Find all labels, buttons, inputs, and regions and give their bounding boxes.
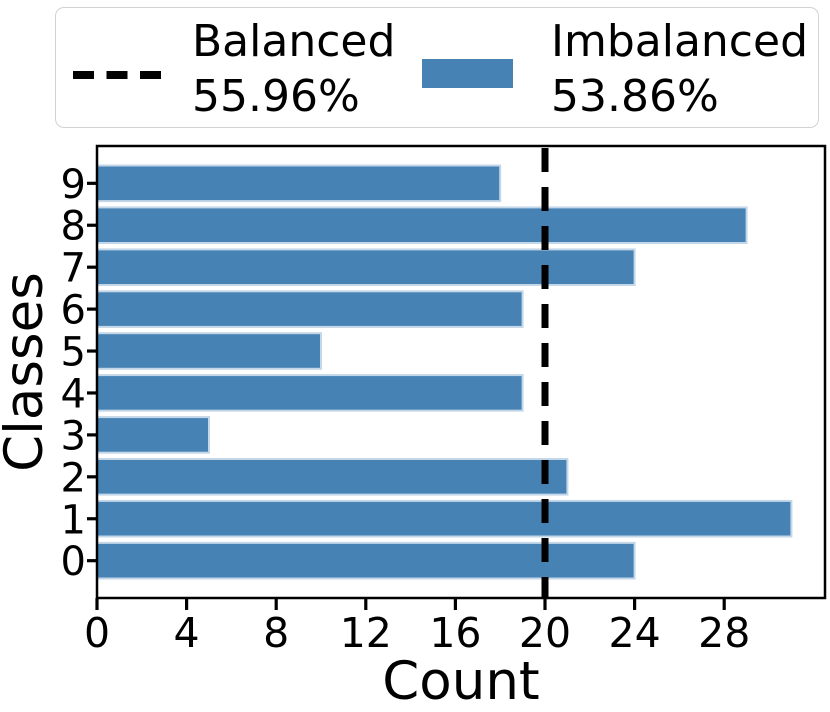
y-tick-label-0: 0 bbox=[61, 539, 86, 585]
y-tick-label-4: 4 bbox=[61, 372, 86, 418]
y-tick-label-3: 3 bbox=[61, 413, 86, 459]
legend-label-imbalanced: Imbalanced 53.86% bbox=[551, 14, 808, 124]
legend-imbalanced-percent: 53.86% bbox=[551, 71, 719, 122]
legend-label-balanced: Balanced 55.96% bbox=[192, 14, 395, 124]
dashed-line-legend-key bbox=[73, 71, 161, 79]
y-axis-label: Classes bbox=[0, 272, 55, 472]
x-tick-label-8: 8 bbox=[263, 609, 289, 657]
x-axis-label: Count bbox=[382, 651, 539, 712]
x-tick-label-20: 20 bbox=[519, 609, 571, 657]
y-tick-label-8: 8 bbox=[61, 204, 86, 250]
bar-legend-key bbox=[422, 59, 513, 88]
y-tick-label-5: 5 bbox=[61, 330, 86, 376]
legend: Balanced 55.96% Imbalanced 53.86% bbox=[55, 7, 819, 128]
bar-class-5 bbox=[96, 332, 322, 370]
x-tick-label-0: 0 bbox=[84, 609, 110, 657]
bar-class-0 bbox=[96, 541, 636, 580]
legend-balanced-percent: 55.96% bbox=[192, 71, 360, 122]
x-tick-label-16: 16 bbox=[429, 609, 481, 657]
x-tick-label-28: 28 bbox=[698, 609, 750, 657]
bar-class-2 bbox=[96, 458, 569, 496]
bar-class-4 bbox=[96, 374, 524, 412]
y-tick-label-2: 2 bbox=[61, 455, 86, 501]
bar-class-9 bbox=[96, 164, 502, 203]
bar-class-8 bbox=[96, 206, 748, 244]
y-tick-label-9: 9 bbox=[61, 162, 86, 208]
y-tick-label-7: 7 bbox=[61, 246, 86, 292]
bar-class-7 bbox=[96, 248, 636, 286]
y-tick-label-6: 6 bbox=[61, 288, 86, 334]
legend-imbalanced-name: Imbalanced bbox=[551, 16, 808, 67]
x-tick-label-24: 24 bbox=[609, 609, 661, 657]
bar-class-3 bbox=[96, 416, 210, 454]
bar-class-1 bbox=[96, 499, 793, 538]
bar-class-6 bbox=[96, 290, 524, 328]
plot-border bbox=[95, 144, 827, 600]
x-tick-label-12: 12 bbox=[340, 609, 392, 657]
legend-balanced-name: Balanced bbox=[192, 16, 396, 67]
y-tick-label-1: 1 bbox=[61, 497, 86, 543]
x-tick-label-4: 4 bbox=[174, 609, 200, 657]
